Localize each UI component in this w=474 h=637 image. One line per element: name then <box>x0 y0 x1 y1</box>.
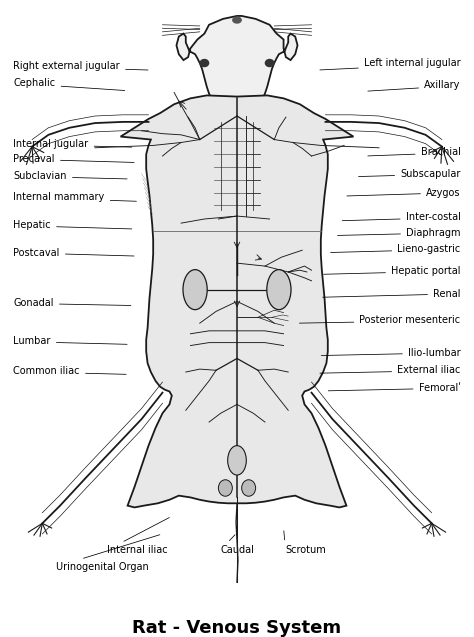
Text: Femoralʹ: Femoralʹ <box>328 383 461 393</box>
Ellipse shape <box>233 17 241 23</box>
Text: Cephalic: Cephalic <box>13 78 125 90</box>
Text: Gonadal: Gonadal <box>13 298 131 308</box>
Text: Rat - Venous System: Rat - Venous System <box>132 619 342 637</box>
Text: Common iliac: Common iliac <box>13 366 126 376</box>
Text: Urinogenital Organ: Urinogenital Organ <box>55 534 160 572</box>
Text: Right external jugular: Right external jugular <box>13 61 148 71</box>
Text: Posterior mesenteric: Posterior mesenteric <box>300 315 461 326</box>
Text: Axillary: Axillary <box>368 80 461 91</box>
Ellipse shape <box>242 480 255 496</box>
Ellipse shape <box>265 59 274 66</box>
Text: Caudal: Caudal <box>220 534 254 555</box>
Text: Azygos: Azygos <box>347 187 461 197</box>
Text: Lieno-gastric: Lieno-gastric <box>330 244 461 254</box>
Text: Brachial: Brachial <box>368 148 461 157</box>
Text: Inter-costal: Inter-costal <box>342 212 461 222</box>
Text: Renal: Renal <box>323 289 461 299</box>
Text: Subscapular: Subscapular <box>358 169 461 179</box>
Text: Scrotum: Scrotum <box>284 531 326 555</box>
Text: Hepatic: Hepatic <box>13 220 132 231</box>
Text: Left internal jugular: Left internal jugular <box>320 58 461 70</box>
PathPatch shape <box>176 16 298 104</box>
Text: Ilio-lumbar: Ilio-lumbar <box>321 348 461 357</box>
Ellipse shape <box>219 480 232 496</box>
Text: Precaval: Precaval <box>13 154 134 164</box>
Ellipse shape <box>267 269 291 310</box>
Text: Lumbar: Lumbar <box>13 336 127 347</box>
Text: Internal mammary: Internal mammary <box>13 192 137 202</box>
Ellipse shape <box>200 59 209 66</box>
Text: Internal jugular: Internal jugular <box>13 140 132 149</box>
Ellipse shape <box>228 446 246 475</box>
Ellipse shape <box>183 269 207 310</box>
Text: Subclavian: Subclavian <box>13 171 127 181</box>
PathPatch shape <box>120 96 354 508</box>
Text: Internal iliac: Internal iliac <box>107 517 169 555</box>
Text: Diaphragm: Diaphragm <box>337 227 461 238</box>
Text: Hepatic portal: Hepatic portal <box>324 266 461 276</box>
Text: Postcaval: Postcaval <box>13 248 134 257</box>
Text: External iliac: External iliac <box>320 365 461 375</box>
